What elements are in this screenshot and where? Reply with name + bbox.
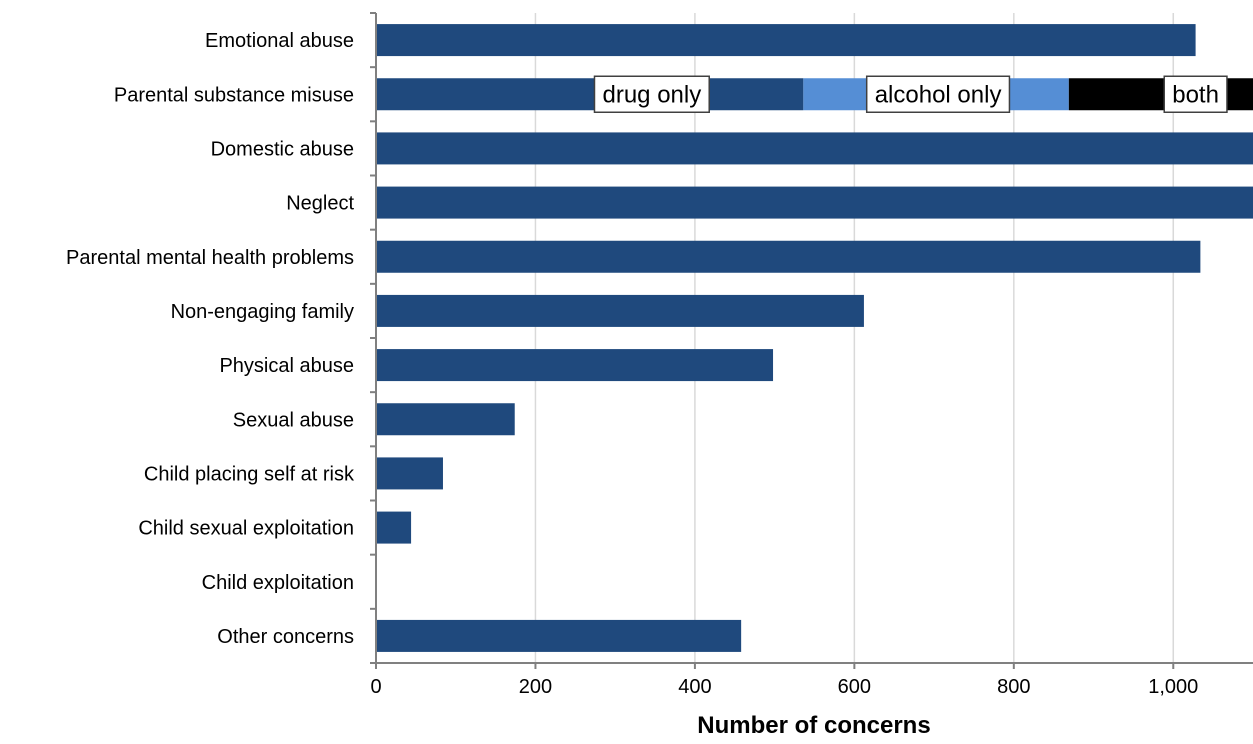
bar-segment-drug-only: [376, 78, 804, 111]
bar-physical-abuse: [376, 349, 774, 382]
segment-label-both: both: [1163, 75, 1228, 113]
category-label: Other concerns: [217, 626, 354, 648]
category-label: Physical abuse: [219, 355, 354, 377]
category-label: Non-engaging family: [171, 301, 354, 323]
x-tick-label: 200: [519, 676, 552, 698]
bar-emotional-abuse: [376, 24, 1196, 57]
x-tick-label: 400: [678, 676, 711, 698]
category-label: Neglect: [286, 193, 354, 215]
x-tick-labels: 0 200 400 600 800 1,000: [370, 676, 1198, 698]
segment-label-box: [1163, 75, 1228, 113]
segment-label-alcohol-only: alcohol only: [865, 75, 1011, 113]
x-tick-label: 800: [997, 676, 1030, 698]
bar-sexual-abuse: [376, 403, 515, 436]
category-label: Parental mental health problems: [66, 247, 354, 269]
category-label: Child placing self at risk: [144, 463, 355, 485]
category-label: Child exploitation: [202, 572, 354, 594]
segment-label-drug-only: drug only: [593, 75, 710, 113]
x-tick-label: 600: [838, 676, 871, 698]
x-tick-label: 0: [370, 676, 381, 698]
gridlines: [534, 13, 1175, 663]
segment-label-box: [865, 75, 1011, 113]
bars: [376, 24, 1253, 652]
category-label: Emotional abuse: [205, 30, 354, 52]
segment-labels: drug only alcohol only both: [593, 75, 1228, 113]
bar-other-concerns: [376, 619, 742, 652]
bar-neglect: [376, 186, 1253, 219]
segment-label-text: both: [1172, 81, 1219, 108]
category-label: Child sexual exploitation: [138, 518, 354, 540]
segment-label-text: drug only: [602, 81, 701, 108]
category-label: Parental substance misuse: [114, 84, 354, 106]
segment-label-box: [593, 75, 710, 113]
category-label: Sexual abuse: [233, 409, 354, 431]
bar-child-sexual-exploitation: [376, 511, 412, 544]
bar-parental-mental-health-problems: [376, 240, 1201, 273]
x-tick-label: 1,000: [1148, 676, 1198, 698]
bar-child-placing-self-at-risk: [376, 457, 443, 490]
category-labels: Emotional abuse Parental substance misuse…: [66, 30, 355, 648]
axes: [370, 12, 1253, 669]
segment-label-text: alcohol only: [875, 81, 1002, 108]
category-label: Domestic abuse: [211, 138, 354, 160]
bar-domestic-abuse: [376, 132, 1253, 165]
bar-non-engaging-family: [376, 294, 864, 327]
x-axis-title: Number of concerns: [697, 712, 930, 739]
